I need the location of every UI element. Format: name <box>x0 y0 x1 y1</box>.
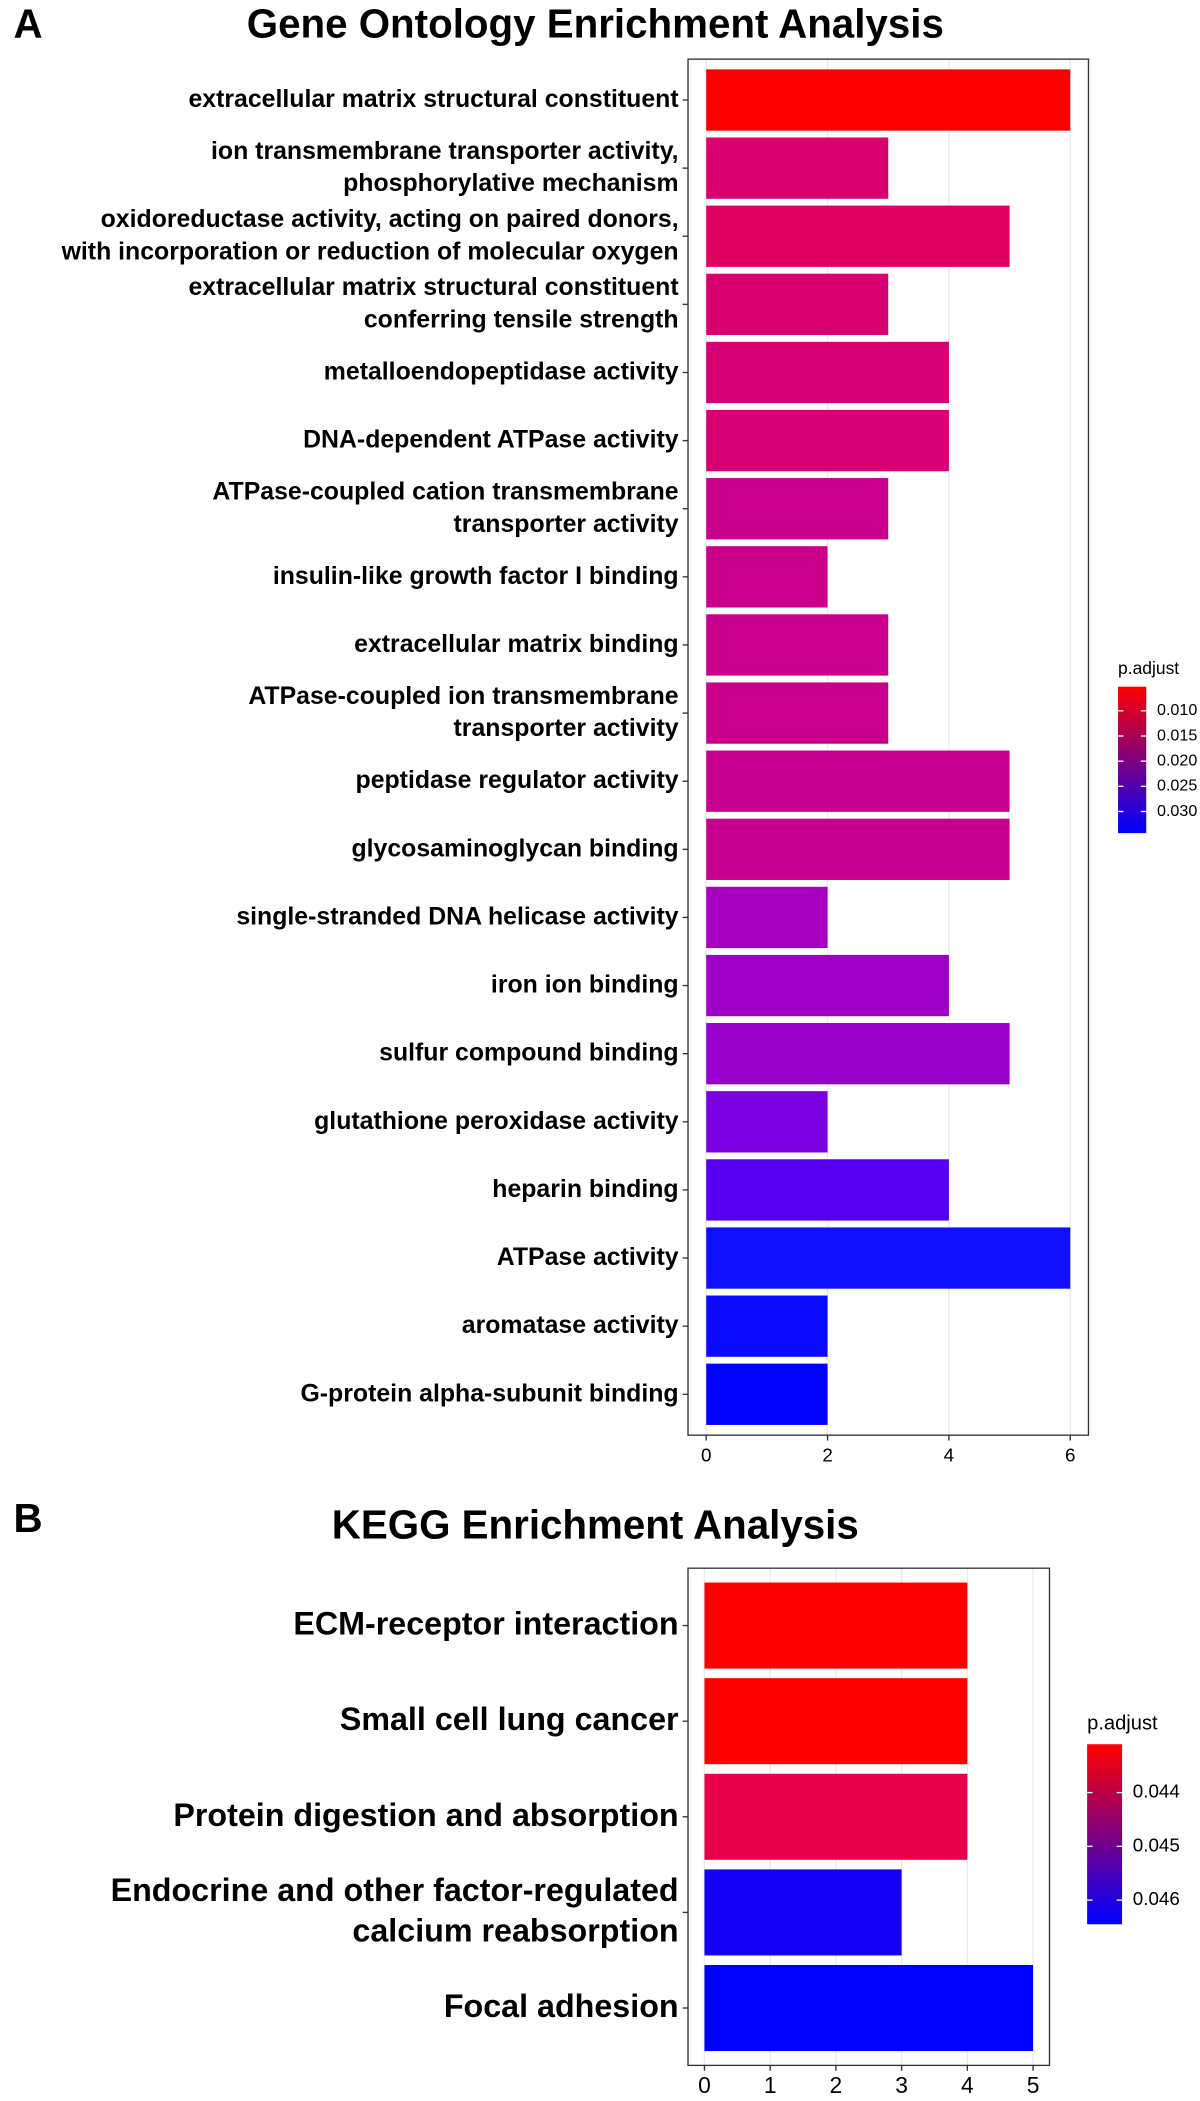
x-tick-label: 5 <box>1027 2072 1040 2098</box>
y-tick-label: Protein digestion and absorption <box>173 1796 678 1832</box>
bar <box>706 1227 1071 1289</box>
y-tick-label: sulfur compound binding <box>379 1039 678 1066</box>
y-tick-label: ion transmembrane transporter activity, p… <box>211 138 679 197</box>
bar <box>706 205 1010 267</box>
y-tick-label: Small cell lung cancer <box>340 1701 679 1737</box>
y-tick-label: glutathione peroxidase activity <box>314 1107 679 1134</box>
y-tick-label: glycosaminoglycan binding <box>351 835 678 862</box>
bar <box>706 750 1010 812</box>
legend-tick-label: 0.045 <box>1133 1834 1180 1855</box>
bar <box>706 137 889 199</box>
legend-tick-label: 0.010 <box>1157 701 1197 719</box>
legend-tick-label: 0.030 <box>1157 802 1197 820</box>
y-tick-label: Focal adhesion <box>444 1988 679 2024</box>
y-tick-label: extracellular matrix binding <box>354 631 678 658</box>
x-tick-label: 3 <box>895 2072 908 2098</box>
x-tick-label: 0 <box>701 1445 711 1466</box>
y-tick-label: extracellular matrix structural constitu… <box>188 274 678 333</box>
x-tick-label: 4 <box>961 2072 974 2098</box>
y-tick-label: insulin-like growth factor I binding <box>273 562 679 589</box>
y-tick-label: metalloendopeptidase activity <box>324 358 679 385</box>
bar <box>706 614 889 676</box>
bar <box>706 341 949 404</box>
bar <box>704 1773 968 1860</box>
bar <box>704 1582 968 1669</box>
bar <box>706 818 1010 880</box>
y-tick-label: Endocrine and other factor-regulated calc… <box>111 1872 679 1948</box>
y-tick-label: aromatase activity <box>462 1312 679 1339</box>
bar <box>706 954 949 1017</box>
bar <box>706 273 889 336</box>
legend-tick-label: 0.015 <box>1157 726 1197 744</box>
y-tick-label: ATPase-coupled cation transmembrane trans… <box>212 478 678 537</box>
bar <box>706 546 828 608</box>
bar <box>706 478 889 540</box>
y-tick-label: peptidase regulator activity <box>356 767 679 794</box>
plot-border <box>687 1567 1051 2067</box>
x-tick-label: 1 <box>764 2072 777 2098</box>
y-tick-label: DNA-dependent ATPase activity <box>303 426 679 453</box>
bar <box>706 409 949 472</box>
x-tick-label: 2 <box>822 1445 832 1466</box>
bar <box>706 1159 949 1221</box>
chart-title: KEGG Enrichment Analysis <box>332 1503 859 1548</box>
chart-title: Gene Ontology Enrichment Analysis <box>247 2 944 47</box>
x-tick-label: 2 <box>830 2072 843 2098</box>
y-tick-label: extracellular matrix structural constitu… <box>188 86 678 113</box>
y-tick-label: single-stranded DNA helicase activity <box>236 903 678 930</box>
bar <box>706 886 828 949</box>
y-tick-label: oxidoreductase activity, acting on paire… <box>61 206 679 265</box>
y-tick-label: iron ion binding <box>491 971 679 998</box>
bar <box>706 1091 828 1153</box>
x-tick-label: 6 <box>1065 1445 1075 1466</box>
legend-title: p.adjust <box>1087 1712 1158 1734</box>
legend-tick-label: 0.046 <box>1133 1888 1180 1909</box>
panel-label: B <box>13 1496 42 1541</box>
panel-label: A <box>13 2 42 47</box>
bar <box>704 1678 968 1765</box>
legend-tick-label: 0.025 <box>1157 777 1197 795</box>
x-tick-label: 4 <box>944 1445 954 1466</box>
bar <box>706 1295 828 1357</box>
bar <box>706 682 889 744</box>
bar <box>704 1964 1034 2052</box>
bar <box>706 69 1071 131</box>
y-tick-label: G-protein alpha-subunit binding <box>300 1380 678 1407</box>
legend-tick-label: 0.044 <box>1133 1781 1180 1802</box>
bar <box>704 1869 902 1956</box>
bar <box>706 1363 828 1425</box>
y-tick-label: ATPase activity <box>497 1244 679 1271</box>
x-tick-label: 0 <box>698 2072 711 2098</box>
y-tick-label: ECM-receptor interaction <box>293 1605 678 1641</box>
legend-title: p.adjust <box>1118 658 1179 678</box>
plot-border <box>687 58 1090 1436</box>
colorbar <box>1087 1744 1123 1925</box>
y-tick-label: ATPase-coupled ion transmembrane transpor… <box>248 683 678 742</box>
y-tick-label: heparin binding <box>492 1175 678 1202</box>
legend-tick-label: 0.020 <box>1157 751 1197 769</box>
bar <box>706 1023 1010 1085</box>
